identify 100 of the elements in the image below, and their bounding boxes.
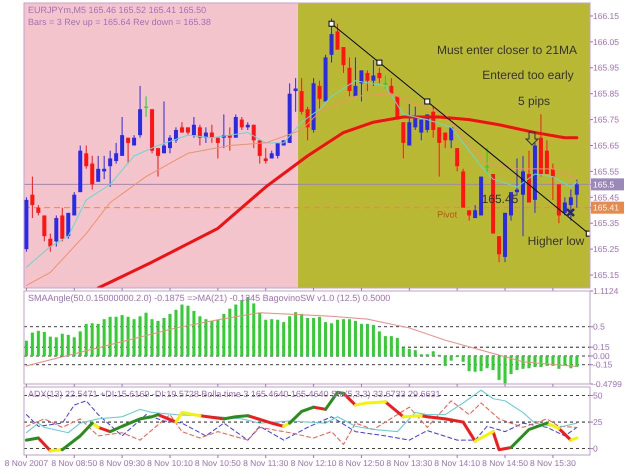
bar xyxy=(270,319,274,356)
candlestick xyxy=(407,104,412,146)
bar xyxy=(336,320,340,356)
bar xyxy=(126,316,130,356)
y-tick-label: 1.1124 xyxy=(593,286,619,296)
candlestick xyxy=(42,214,46,242)
point xyxy=(328,20,335,27)
bar xyxy=(222,314,226,356)
candlestick xyxy=(562,196,567,216)
x-tick-label: 8 Nov 14:10 xyxy=(434,458,480,468)
bar xyxy=(60,334,64,356)
candlestick xyxy=(192,116,196,138)
candlestick xyxy=(389,78,394,97)
bar xyxy=(575,356,578,368)
candlestick xyxy=(264,148,268,164)
bar xyxy=(120,315,124,356)
bar xyxy=(468,356,471,372)
y-tick-label: -0.4799 xyxy=(593,378,622,389)
y-tick-label: 165.35 xyxy=(593,218,620,228)
candlestick xyxy=(174,126,178,144)
candlestick xyxy=(455,148,460,172)
bar xyxy=(348,319,351,356)
bar xyxy=(516,356,519,370)
candlestick xyxy=(336,23,340,50)
bar xyxy=(198,316,202,356)
candlestick xyxy=(300,78,304,115)
bar xyxy=(72,337,76,356)
bar xyxy=(102,319,106,356)
candlestick xyxy=(96,155,100,182)
bar xyxy=(492,356,495,370)
y-tick-label: 166.15 xyxy=(593,10,620,21)
line-series xyxy=(26,390,578,434)
candlestick xyxy=(162,100,166,154)
bar xyxy=(324,322,328,356)
candlestick xyxy=(544,140,549,174)
y-tick-label: 165.95 xyxy=(593,62,620,73)
bar xyxy=(216,320,220,356)
y-tick-label: 0 xyxy=(593,444,598,454)
bar xyxy=(312,318,316,356)
y-tick-label: 165.75 xyxy=(593,114,620,125)
bar xyxy=(551,356,554,366)
bar xyxy=(96,324,100,356)
candlestick xyxy=(156,148,160,178)
bar xyxy=(432,351,435,356)
bar xyxy=(360,324,363,356)
point xyxy=(424,98,430,104)
chart-title: EURJPYm,M5 165.46 165.52 165.41 165.50 xyxy=(28,5,206,15)
candlestick xyxy=(574,178,579,208)
bar xyxy=(462,356,465,362)
candlestick xyxy=(347,56,352,97)
candlestick xyxy=(84,145,88,170)
candlestick xyxy=(497,236,502,263)
y-tick-label: 0.5 xyxy=(593,322,606,332)
candlestick xyxy=(371,60,376,86)
candlestick xyxy=(108,150,112,188)
candlestick xyxy=(294,78,298,112)
candlestick xyxy=(449,126,454,149)
bar xyxy=(240,300,244,356)
candlestick xyxy=(341,46,346,74)
candlestick xyxy=(114,142,118,164)
x-tick-label: 8 Nov 10:10 xyxy=(147,458,194,468)
bar xyxy=(294,312,298,356)
y-tick-label: 165.55 xyxy=(593,166,620,176)
bar xyxy=(210,320,214,356)
bar xyxy=(138,316,142,356)
bar xyxy=(150,319,154,356)
bar xyxy=(42,332,46,356)
bar xyxy=(144,312,148,356)
candlestick xyxy=(568,189,573,222)
candlestick xyxy=(120,116,124,156)
bar xyxy=(186,306,190,356)
bar xyxy=(504,356,507,384)
candlestick xyxy=(54,214,58,248)
bar xyxy=(372,325,375,356)
bar xyxy=(545,356,548,366)
x-tick-label: 8 Nov 08:50 xyxy=(51,458,98,468)
bar xyxy=(288,316,292,356)
point xyxy=(376,60,382,66)
x-tick-label: 8 Nov 11:30 xyxy=(243,458,289,468)
y-tick-label: 165.45 xyxy=(593,192,620,202)
y-tick-label: 166.05 xyxy=(593,36,620,47)
x-tick-label: 8 Nov 12:10 xyxy=(290,458,337,468)
candlestick xyxy=(168,134,172,154)
bar xyxy=(450,356,453,361)
candlestick xyxy=(36,204,40,216)
y-tick-label: 165.65 xyxy=(593,140,620,150)
candlestick xyxy=(240,116,244,130)
bar xyxy=(162,318,166,356)
bar xyxy=(282,322,286,356)
candlestick xyxy=(401,122,406,159)
bar xyxy=(474,356,477,372)
y-tick-label: 165.15 xyxy=(593,270,620,280)
candlestick xyxy=(485,148,490,174)
x-tick-label: 8 Nov 2007 xyxy=(4,458,48,468)
bar xyxy=(54,337,58,356)
bar xyxy=(180,304,184,356)
bar xyxy=(90,323,94,356)
candlestick xyxy=(443,132,448,149)
bar xyxy=(318,316,322,356)
bar xyxy=(156,320,160,356)
